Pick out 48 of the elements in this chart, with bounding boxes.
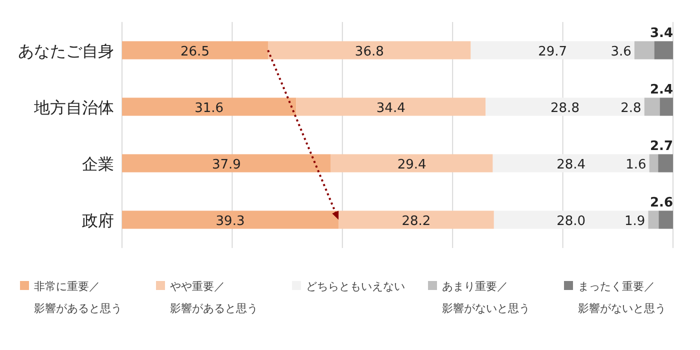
data-label: 1.9 bbox=[624, 214, 646, 229]
data-label: 37.9 bbox=[212, 157, 241, 172]
data-label: 3.4 bbox=[650, 26, 673, 42]
bar bbox=[268, 41, 471, 60]
legend-label: やや重要／影響があると思う bbox=[170, 280, 258, 315]
y-tick-label: 地方自治体 bbox=[33, 98, 114, 117]
data-label: 3.6 bbox=[610, 44, 632, 60]
data-label: 1.6 bbox=[626, 157, 646, 172]
bar bbox=[654, 41, 673, 60]
bar bbox=[658, 154, 673, 172]
y-tick-label: 政府 bbox=[82, 210, 114, 230]
data-label: 31.6 bbox=[194, 100, 224, 116]
data-label: 34.4 bbox=[376, 100, 406, 116]
data-label: 39.3 bbox=[216, 214, 245, 229]
data-label: 2.7 bbox=[650, 139, 673, 154]
bar bbox=[492, 154, 650, 172]
y-tick-label: あなたご自身 bbox=[18, 41, 114, 60]
bar bbox=[660, 98, 673, 116]
bar bbox=[122, 41, 268, 60]
data-label: 29.7 bbox=[538, 44, 568, 60]
data-label: 26.5 bbox=[180, 44, 210, 60]
legend-label: まったく重要／影響がないと思う bbox=[578, 280, 666, 315]
legend-label: どちらともいえない bbox=[306, 280, 405, 293]
data-label: 28.0 bbox=[556, 214, 586, 229]
data-label: 2.6 bbox=[650, 196, 673, 211]
data-label: 2.4 bbox=[650, 82, 673, 98]
data-label: 28.2 bbox=[402, 214, 431, 229]
legend-label: あまり重要／影響がないと思う bbox=[442, 280, 530, 315]
legend-label: 非常に重要／影響があると思う bbox=[34, 280, 122, 315]
bar bbox=[634, 41, 654, 60]
bar bbox=[494, 210, 648, 229]
bar bbox=[470, 41, 634, 60]
bar bbox=[122, 154, 331, 172]
y-tick-label: 企業 bbox=[82, 154, 114, 174]
data-label: 2.8 bbox=[620, 100, 642, 116]
bar bbox=[486, 98, 644, 116]
data-label: 36.8 bbox=[354, 44, 384, 60]
data-label: 28.4 bbox=[556, 157, 586, 172]
bar bbox=[649, 154, 658, 172]
bar bbox=[122, 210, 339, 229]
data-label: 28.8 bbox=[550, 100, 580, 116]
bar bbox=[296, 98, 486, 116]
bar bbox=[648, 210, 659, 229]
bar bbox=[122, 98, 296, 116]
bar bbox=[330, 154, 493, 172]
bar bbox=[644, 98, 660, 116]
data-label: 29.4 bbox=[397, 157, 426, 172]
bar bbox=[658, 210, 673, 229]
